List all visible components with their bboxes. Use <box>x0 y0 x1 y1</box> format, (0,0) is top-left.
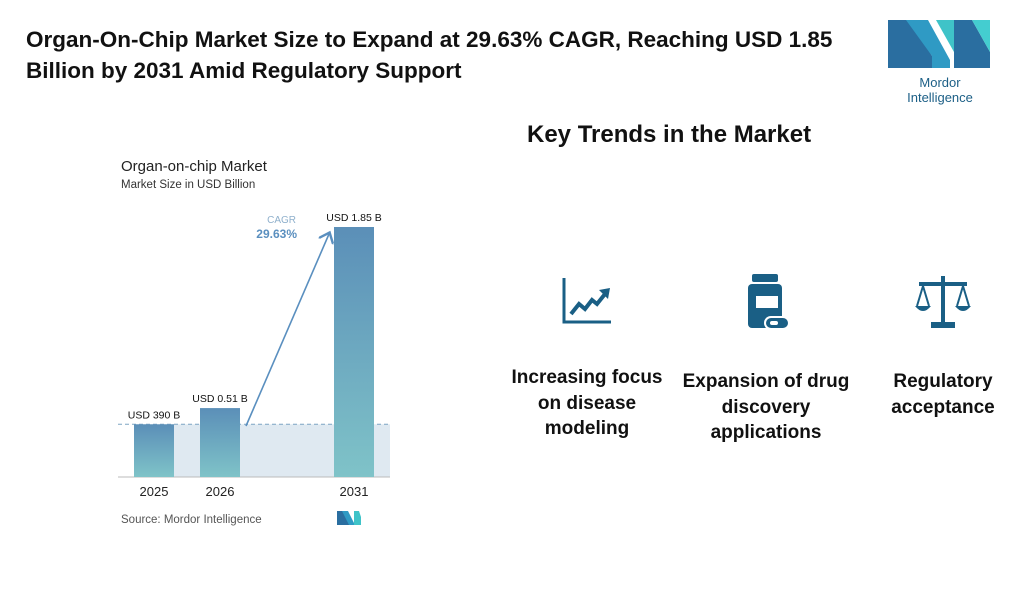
bar-2025 <box>134 424 174 477</box>
trend-item: Regulatory acceptance <box>858 274 1012 420</box>
trend-item: Increasing focus on disease modeling <box>502 274 672 442</box>
key-trends-heading: Key Trends in the Market <box>527 121 812 148</box>
balance-scale-icon <box>915 276 971 328</box>
chart-subtitle: Market Size in USD Billion <box>121 179 256 191</box>
x-tick-2031: 2031 <box>340 484 369 499</box>
mordor-logo-icon <box>888 20 990 68</box>
x-tick-2025: 2025 <box>140 484 169 499</box>
data-label-2026: USD 0.51 B <box>192 393 247 405</box>
medicine-bottle-pill-icon <box>748 274 790 330</box>
cagr-label: CAGR <box>267 215 296 226</box>
chart-title: Organ-on-chip Market <box>121 158 267 175</box>
bar-chart: USD 390 B 2025 USD 0.51 B 2026 USD 1.85 B 203… <box>118 212 390 499</box>
x-tick-2026: 2026 <box>206 484 235 499</box>
cagr-value: 29.63% <box>256 227 297 241</box>
mordor-logo: Mordor Intelligence <box>888 16 992 105</box>
bar-2026 <box>200 408 240 477</box>
trend-item: Expansion of drug discovery applications <box>681 274 851 446</box>
cagr-arrow <box>245 234 329 427</box>
chart-source: Source: Mordor Intelligence <box>121 514 262 526</box>
trend-label: Regulatory acceptance <box>891 371 995 418</box>
source-logo-icon <box>337 511 361 525</box>
logo-text: Mordor Intelligence <box>907 75 973 105</box>
bar-2031 <box>334 227 374 477</box>
data-label-2025: USD 390 B <box>128 409 181 421</box>
page-title: Organ-On-Chip Market Size to Expand at 2… <box>26 27 833 83</box>
data-label-2031: USD 1.85 B <box>326 212 381 224</box>
line-chart-trend-up-icon <box>562 278 611 324</box>
trend-label: Expansion of drug discovery applications <box>682 371 850 443</box>
trend-label: Increasing focus on disease modeling <box>511 367 663 439</box>
